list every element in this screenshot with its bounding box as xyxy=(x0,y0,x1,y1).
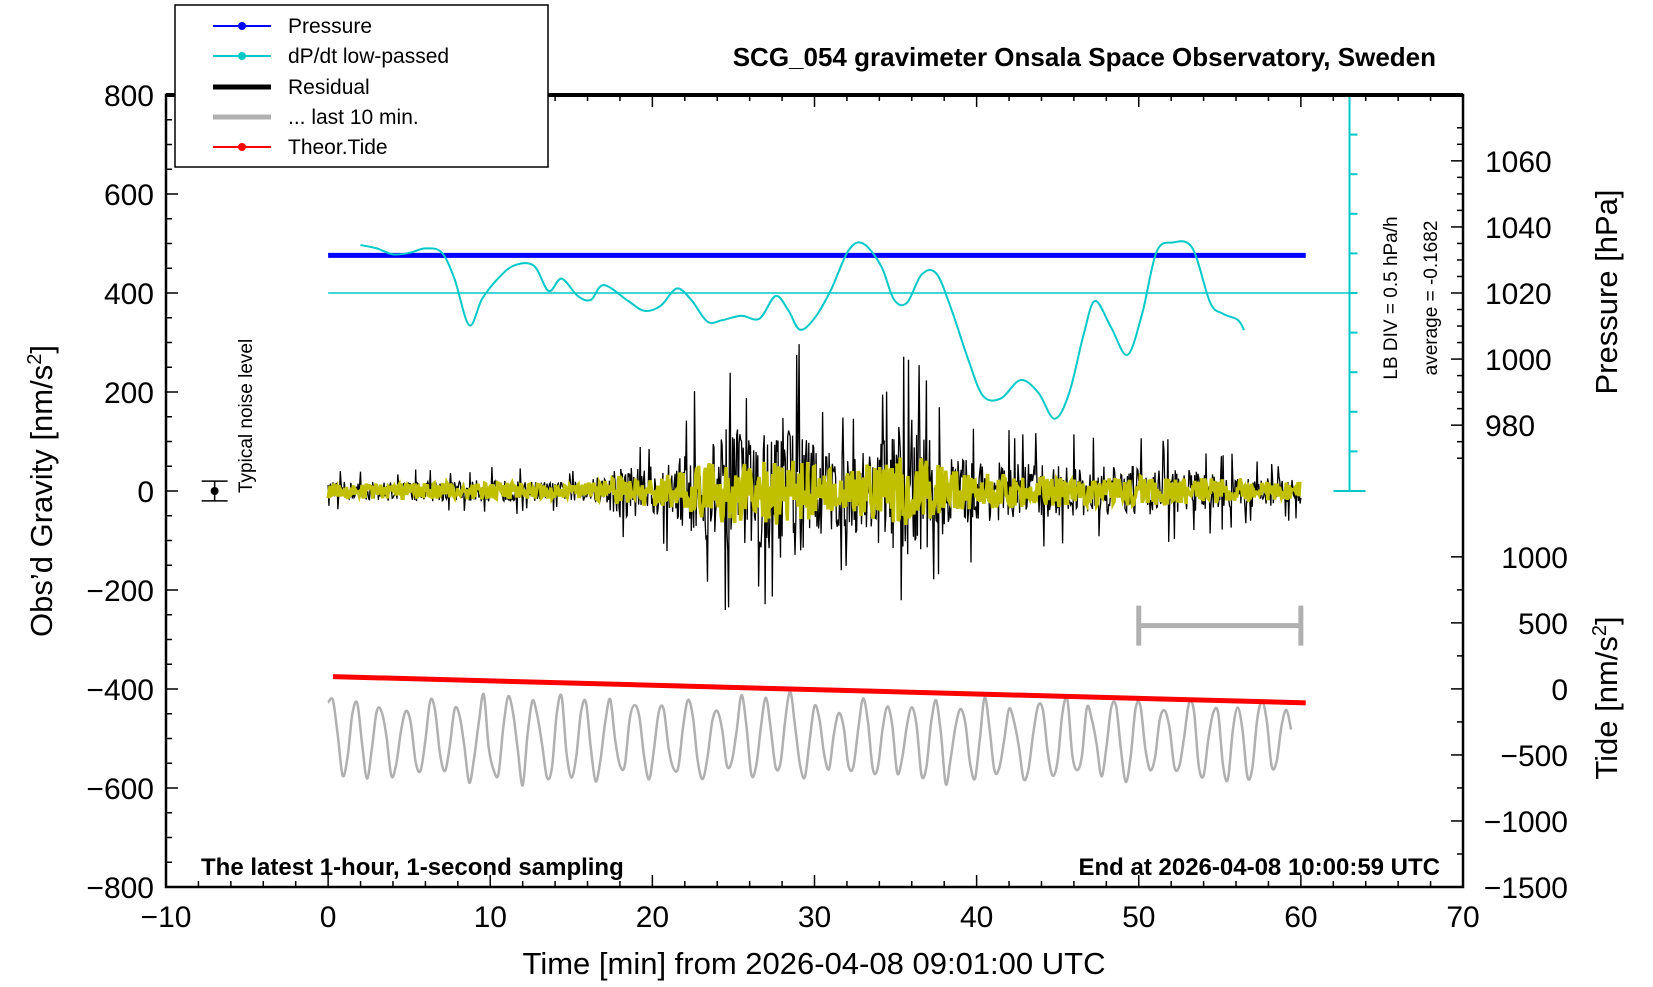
average-label: average = -0.1682 xyxy=(1421,221,1442,376)
grey-trace-line xyxy=(327,690,1293,787)
x-tick-label: −10 xyxy=(141,901,192,934)
y-tick-label: 0 xyxy=(137,476,154,509)
lb-div-label: LB DIV = 0.5 hPa/h xyxy=(1381,216,1402,379)
y-tick-label: 800 xyxy=(104,80,154,113)
x-tick-label: 20 xyxy=(636,901,669,934)
x-tick-label: 60 xyxy=(1284,901,1317,934)
legend-entry-residual: Residual xyxy=(213,76,370,99)
chart-title: SCG_054 gravimeter Onsala Space Observat… xyxy=(733,42,1436,72)
end-time-note: End at 2026-04-08 10:00:59 UTC xyxy=(1079,854,1441,881)
y-tick-label: −400 xyxy=(86,674,154,707)
pressure-tick-label: 980 xyxy=(1485,410,1535,443)
pressure-tick-label: 1000 xyxy=(1485,344,1552,377)
x-tick-label: 0 xyxy=(320,901,337,934)
legend-entry-dpdt: dP/dt low-passed xyxy=(213,45,449,68)
tide-tick-label: 500 xyxy=(1518,608,1568,641)
y-axis-left: 800 600 400 200 0 −200 −400 −600 −800 xyxy=(86,80,154,905)
tide-tick-label: −1000 xyxy=(1484,806,1568,839)
legend: Pressure dP/dt low-passed Residual ... l… xyxy=(174,4,549,168)
x-tick-label: 30 xyxy=(798,901,831,934)
tide-tick-label: 1000 xyxy=(1501,542,1568,575)
noise-label: Typical noise level xyxy=(236,339,257,493)
svg-text:dP/dt low-passed: dP/dt low-passed xyxy=(288,45,449,68)
pressure-tick-label: 1040 xyxy=(1485,212,1552,245)
legend-entry-theor-tide: Theor.Tide xyxy=(213,136,388,159)
pressure-tick-label: 1020 xyxy=(1485,278,1552,311)
pressure-tick-label: 1060 xyxy=(1485,146,1552,179)
x-tick-label: 10 xyxy=(474,901,507,934)
y-tick-label: −800 xyxy=(86,872,154,905)
y-tick-label: 400 xyxy=(104,278,154,311)
noise-point xyxy=(210,487,219,495)
y-tick-label: 600 xyxy=(104,179,154,212)
legend-entry-last-10-min: ... last 10 min. xyxy=(213,106,419,129)
series-layer xyxy=(201,94,1366,787)
x-axis: −10 0 10 20 30 40 50 60 70 xyxy=(141,901,1480,934)
dpdt-line xyxy=(360,240,1245,420)
x-tick-label: 50 xyxy=(1122,901,1155,934)
x-tick-label: 40 xyxy=(960,901,993,934)
tide-tick-label: −1500 xyxy=(1484,872,1568,905)
legend-entry-pressure: Pressure xyxy=(213,15,372,38)
pressure-axis: 1060 1040 1020 1000 980 xyxy=(1485,146,1552,443)
last-10-min-band xyxy=(326,457,1302,526)
tide-axis-title: Tide [nm/s2] xyxy=(1589,616,1624,779)
sampling-note: The latest 1-hour, 1-second sampling xyxy=(201,854,624,881)
x-axis-title: Time [min] from 2026-04-08 09:01:00 UTC xyxy=(523,946,1106,981)
theor-tide-line xyxy=(332,674,1306,706)
tide-tick-label: −500 xyxy=(1500,740,1568,773)
y-tick-label: −200 xyxy=(86,575,154,608)
svg-text:Residual: Residual xyxy=(288,76,370,99)
y-tick-label: −600 xyxy=(86,773,154,806)
y-tick-label: 200 xyxy=(104,377,154,410)
pressure-axis-title: Pressure [hPa] xyxy=(1589,189,1624,394)
tide-tick-label: 0 xyxy=(1551,674,1568,707)
x-tick-label: 70 xyxy=(1446,901,1479,934)
svg-text:Theor.Tide: Theor.Tide xyxy=(288,136,388,159)
tide-axis: 1000 500 0 −500 −1000 −1500 xyxy=(1484,542,1568,905)
svg-text:Pressure: Pressure xyxy=(288,15,372,38)
svg-text:... last 10 min.: ... last 10 min. xyxy=(288,106,419,129)
y-axis-left-title: Obs’d Gravity [nm/s2] xyxy=(24,345,59,637)
